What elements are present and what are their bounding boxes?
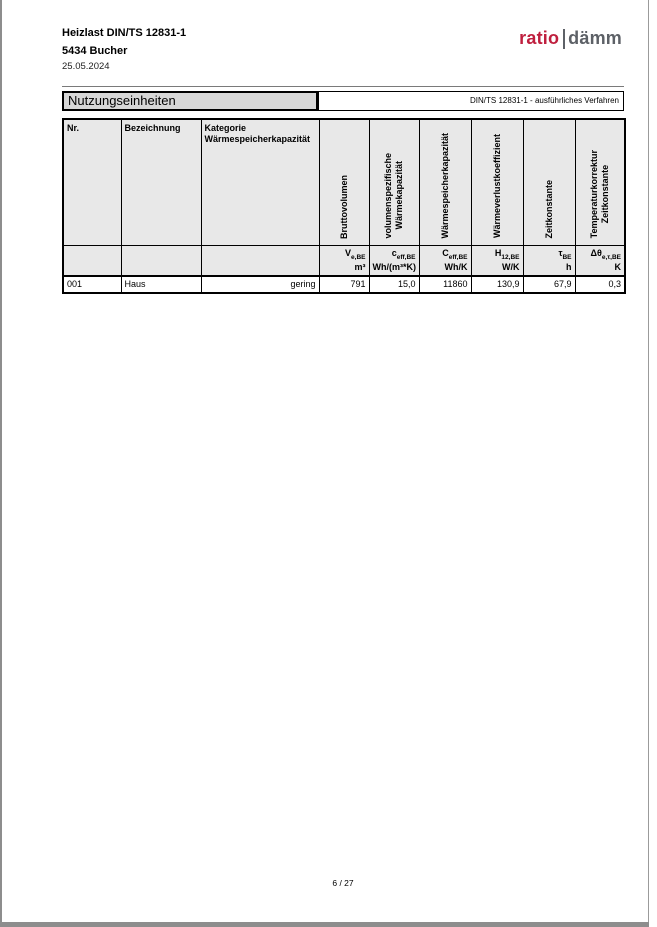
brand-logo: ratio dämm	[519, 28, 622, 49]
col-header-zeitkonstante: Zeitkonstante	[522, 118, 576, 246]
symbol-sub: e,BE	[351, 253, 366, 261]
symbol-sub: eff,BE	[396, 253, 416, 261]
cell-temperaturkorrektur: 0,3	[574, 275, 626, 294]
cell-vol-waermekapazitaet: 15,0	[368, 275, 420, 294]
nutzungseinheiten-table: Nr. Bezeichnung Kategorie Wärmespeicherk…	[62, 118, 626, 294]
cell-zeitkonstante: 67,9	[522, 275, 576, 294]
vertical-label: Wärmeverlustkoeffizient	[491, 134, 502, 239]
col-header-kategorie: Kategorie Wärmespeicherkapazität	[200, 118, 320, 246]
cell-kategorie: gering	[200, 275, 320, 294]
unit: Wh/K	[444, 262, 468, 273]
unit: h	[566, 262, 572, 273]
page-edge-bottom	[0, 922, 649, 927]
symbol-sub: eff,BE	[448, 253, 468, 261]
vertical-label: Wärmespeicherkapazität	[439, 132, 450, 239]
unit-cell-h12: H12,BE W/K	[470, 244, 524, 277]
brand-logo-part2: dämm	[568, 28, 622, 48]
vertical-label: Zeitkonstante	[543, 179, 554, 239]
cell-bruttovolumen: 791	[318, 275, 370, 294]
col-header-nr: Nr.	[62, 118, 122, 246]
col-header-waermeverlustkoeffizient: Wärmeverlustkoeffizient	[470, 118, 524, 246]
col-header-bruttovolumen: Bruttovolumen	[318, 118, 370, 246]
table-data-row: 001 Haus gering 791 15,0 11860 130,9 67,…	[62, 275, 626, 294]
header-rule	[62, 86, 624, 87]
cell-bezeichnung: Haus	[120, 275, 202, 294]
brand-logo-part1: ratio	[519, 28, 560, 48]
unit-cell-empty	[62, 244, 122, 277]
unit: m³	[354, 262, 366, 273]
col-header-waermespeicherkapazitaet: Wärmespeicherkapazität	[418, 118, 472, 246]
table-header-row: Nr. Bezeichnung Kategorie Wärmespeicherk…	[62, 118, 626, 246]
page-number: 6 / 27	[332, 878, 354, 888]
section-bar: Nutzungseinheiten DIN/TS 12831-1 - ausfü…	[62, 91, 624, 111]
page-edge-left	[0, 0, 2, 927]
symbol: C	[442, 247, 449, 258]
symbol-sub: 12,BE	[501, 253, 520, 261]
vertical-label: Temperaturkorrektur Zeitkonstante	[588, 150, 610, 239]
unit-cell-ve: Ve,BE m³	[318, 244, 370, 277]
document-subtitle: 5434 Bucher	[62, 45, 128, 57]
symbol: τ	[558, 247, 563, 258]
col-header-temperaturkorrektur: Temperaturkorrektur Zeitkonstante	[574, 118, 626, 246]
symbol: Δθ	[590, 247, 602, 258]
unit: K	[614, 262, 622, 273]
col-header-vol-waermekapazitaet: volumenspezifische Wärmekapazität	[368, 118, 420, 246]
unit-cell-ceff: Ceff,BE Wh/K	[418, 244, 472, 277]
brand-logo-divider	[563, 28, 566, 49]
symbol: V	[345, 247, 352, 258]
symbol: H	[494, 247, 502, 258]
document-date: 25.05.2024	[62, 61, 110, 72]
symbol: c	[391, 247, 397, 258]
table-units-row: Ve,BE m³ ceff,BE Wh/(m³*K) Ceff,BE Wh/K H12…	[62, 244, 626, 277]
section-title: Nutzungseinheiten	[62, 91, 318, 111]
section-subtitle: DIN/TS 12831-1 - ausführliches Verfahren	[318, 91, 624, 111]
vertical-label: Bruttovolumen	[338, 174, 349, 239]
unit: Wh/(m³*K)	[372, 262, 417, 273]
unit: W/K	[502, 262, 520, 273]
page-edge-right	[648, 0, 649, 922]
cell-waermeverlustkoeffizient: 130,9	[470, 275, 524, 294]
document-title: Heizlast DIN/TS 12831-1	[62, 27, 187, 39]
unit-cell-delta-theta: Δθe,τ,BE K	[574, 244, 626, 277]
vertical-label: volumenspezifische Wärmekapazität	[383, 152, 404, 239]
cell-nr: 001	[62, 275, 122, 294]
unit-cell-empty	[120, 244, 202, 277]
symbol-sub: e,τ,BE	[601, 253, 621, 261]
col-header-bezeichnung: Bezeichnung	[120, 118, 202, 246]
unit-cell-empty	[200, 244, 320, 277]
unit-cell-ceff-spec: ceff,BE Wh/(m³*K)	[368, 244, 420, 277]
symbol-sub: BE	[562, 253, 572, 261]
cell-waermespeicherkapazitaet: 11860	[418, 275, 472, 294]
unit-cell-tau: τBE h	[522, 244, 576, 277]
